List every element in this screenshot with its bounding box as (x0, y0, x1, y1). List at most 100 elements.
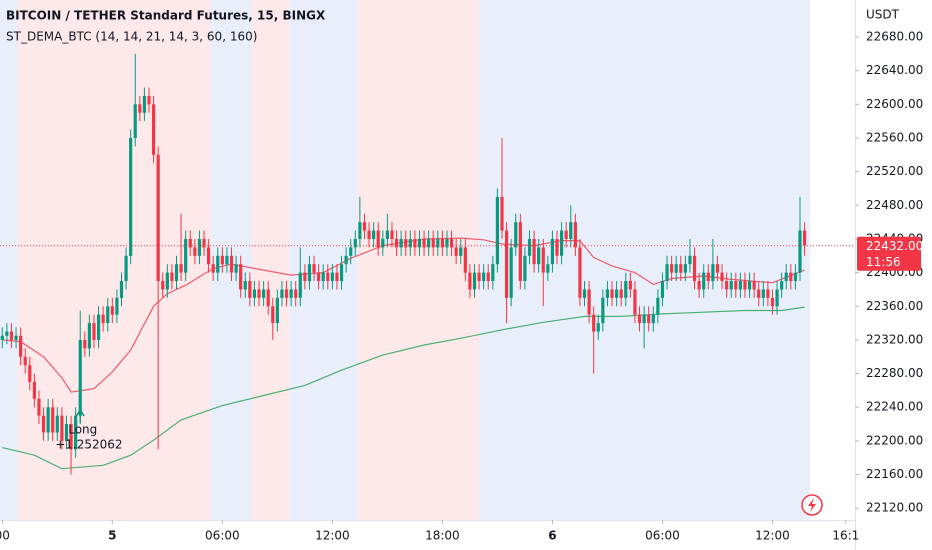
candle-body (349, 247, 353, 256)
candle-body (504, 230, 509, 298)
candle-body (427, 238, 431, 248)
candle-body (454, 247, 458, 256)
candle-body (725, 281, 729, 290)
candle-body (780, 281, 784, 290)
candle-body (734, 281, 738, 290)
candle-body (555, 238, 559, 256)
candle-body (216, 255, 220, 273)
candle-body (317, 272, 321, 282)
candle-body (275, 297, 279, 324)
alert-bolt (808, 498, 816, 512)
candle-body (330, 272, 334, 282)
candle-body (738, 281, 742, 290)
candle-body (491, 264, 495, 282)
candle-body (679, 264, 683, 273)
candle-body (569, 222, 573, 239)
candle-body (262, 289, 266, 298)
x-tick-label: 5 (108, 529, 116, 543)
candle-body (665, 264, 669, 282)
candle-body (449, 238, 454, 248)
x-tick-label: 12:00 (315, 529, 350, 543)
candle-body (138, 104, 142, 113)
candle-body (83, 339, 87, 349)
candle-body (578, 247, 582, 298)
candle-body (541, 247, 545, 273)
candle-body (156, 154, 160, 282)
y-tick-label: 22560.00 (866, 130, 923, 144)
candle-body (188, 238, 192, 248)
candle-body (729, 281, 733, 290)
candle-body (312, 264, 316, 273)
candle-body (344, 255, 348, 265)
candle-body (239, 264, 243, 290)
candle-body (151, 104, 156, 155)
candle-body (482, 272, 486, 282)
candle-body (101, 314, 105, 324)
y-tick-label: 22280.00 (866, 366, 923, 380)
signal-zone (357, 0, 480, 520)
candle-body (702, 272, 706, 290)
marks: Long+1.252062 (0, 53, 855, 475)
candle-body (243, 281, 247, 290)
candle-body (459, 247, 463, 256)
candle-body (51, 407, 55, 433)
candle-body (537, 247, 541, 265)
candle-body (468, 272, 472, 290)
candle-body (715, 264, 720, 273)
candle-body (96, 314, 101, 340)
x-tick-label: 06:00 (205, 529, 240, 543)
candle-body (119, 281, 124, 298)
y-tick-label: 22600.00 (866, 97, 923, 111)
candle-body (601, 297, 605, 324)
candle-body (711, 264, 715, 282)
candle-body (472, 272, 477, 290)
candle-body (28, 365, 32, 383)
candle-body (706, 272, 710, 282)
candle-body (60, 415, 64, 441)
candle-body (303, 272, 307, 282)
candle-body (518, 222, 522, 282)
candle-body (596, 323, 600, 332)
y-tick-label: 22120.00 (866, 501, 923, 515)
candle-body (294, 289, 298, 298)
candle-body (74, 415, 78, 450)
candle-body (670, 264, 674, 273)
x-tick-label: 18:00 (425, 529, 460, 543)
candle-body (266, 289, 270, 307)
candle-body (647, 314, 651, 324)
candle-body (674, 264, 678, 273)
candle-body (793, 272, 798, 282)
indicator-line (2, 237, 805, 393)
candle-body (573, 222, 577, 248)
candle-body (14, 335, 18, 340)
axis: 22120.00 22160.00 22200.00 22240.00 22280.00… (0, 30, 923, 543)
candle-body (32, 382, 36, 399)
candle-body (133, 104, 137, 138)
candle-body (757, 289, 761, 298)
candle-body (624, 281, 628, 298)
x-tick-label: 00 (0, 529, 10, 543)
candle-body (637, 314, 642, 324)
candle-body (651, 314, 655, 324)
candle-body (509, 247, 513, 298)
candle-body (514, 222, 518, 248)
candle-body (78, 339, 82, 416)
candle-body (362, 222, 367, 231)
candle-body (559, 230, 564, 256)
candle-body (184, 238, 188, 273)
indicator-label: ST_DEMA_BTC (14, 14, 21, 14, 3, 60, 160) (6, 30, 257, 44)
candle-body (106, 306, 110, 324)
candle-body (660, 281, 665, 298)
last-price-box (857, 236, 921, 271)
candle-body (321, 272, 325, 282)
candle-body (587, 289, 591, 315)
signal-profit: +1.252062 (55, 438, 122, 452)
candle-body (394, 238, 399, 248)
candle-body (683, 264, 687, 273)
candle-body (161, 281, 165, 290)
candle-body (422, 238, 426, 248)
candle-body (550, 238, 555, 265)
signal-label: Long (68, 423, 97, 437)
y-tick-label: 22160.00 (866, 467, 923, 481)
candle-body (37, 398, 41, 416)
